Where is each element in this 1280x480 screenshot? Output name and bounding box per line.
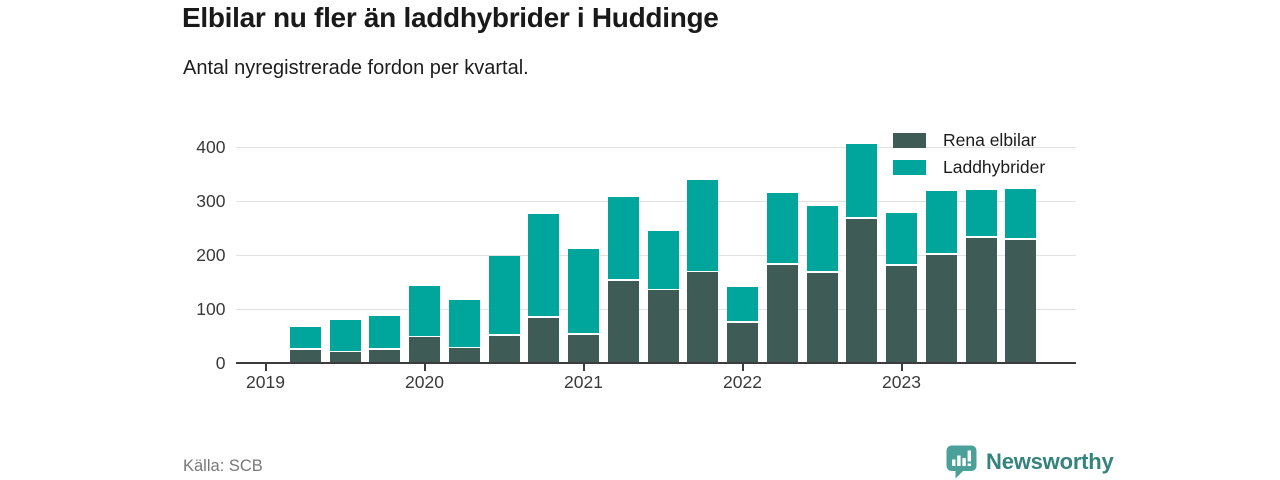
legend-swatch-laddhybrider — [893, 159, 926, 175]
x-axis-label: 2023 — [882, 372, 921, 392]
x-axis-tick — [900, 364, 903, 371]
bar-segment-rena-elbilar — [607, 280, 639, 363]
bar-segment-rena-elbilar — [965, 237, 997, 363]
bar-segment-laddhybrider — [806, 206, 838, 272]
bar-segment-rena-elbilar — [727, 322, 758, 363]
bar-segment-laddhybrider — [568, 248, 599, 334]
bar-segment-laddhybrider — [607, 197, 639, 280]
bar-segment-rena-elbilar — [806, 272, 838, 363]
x-axis-label: 2022 — [723, 372, 762, 392]
y-axis-label: 200 — [196, 245, 226, 265]
bar-segment-rena-elbilar — [925, 255, 957, 363]
bar-segment-rena-elbilar — [687, 272, 719, 363]
x-axis-tick — [423, 364, 426, 371]
bar-segment-rena-elbilar — [409, 337, 440, 363]
legend-item-laddhybrider: Laddhybrider — [893, 156, 1046, 177]
x-axis-label: 2020 — [405, 372, 444, 392]
bar-segment-laddhybrider — [687, 180, 719, 271]
bar-segment-laddhybrider — [528, 213, 560, 317]
bar-segment-rena-elbilar — [488, 336, 520, 363]
legend: Rena elbilar Laddhybrider — [893, 129, 1046, 185]
bar-segment-rena-elbilar — [766, 264, 798, 363]
bar-segment-laddhybrider — [965, 190, 997, 237]
source-note: Källa: SCB — [183, 457, 263, 475]
legend-item-rena-elbilar: Rena elbilar — [893, 129, 1045, 150]
bar-segment-rena-elbilar — [329, 352, 361, 363]
chart-title: Elbilar nu fler än laddhybrider i Huddin… — [182, 2, 719, 33]
bar-segment-rena-elbilar — [369, 349, 401, 363]
gridline-300 — [235, 201, 1076, 202]
bar-segment-laddhybrider — [925, 190, 957, 254]
bar-segment-rena-elbilar — [289, 349, 321, 363]
bar-segment-laddhybrider — [846, 144, 878, 218]
bar-segment-rena-elbilar — [1005, 239, 1037, 363]
bar-segment-rena-elbilar — [568, 334, 599, 363]
bar-segment-laddhybrider — [886, 213, 917, 265]
bar-segment-laddhybrider — [329, 319, 361, 351]
x-axis-label: 2019 — [246, 372, 285, 392]
bar-segment-rena-elbilar — [886, 265, 917, 363]
x-axis-line — [235, 362, 1076, 364]
y-axis-label: 300 — [196, 191, 226, 211]
y-axis-label: 0 — [215, 353, 226, 373]
bar-segment-rena-elbilar — [448, 348, 480, 363]
bar-segment-laddhybrider — [647, 230, 679, 289]
bar-segment-rena-elbilar — [647, 290, 679, 363]
gridline-400 — [235, 147, 1076, 148]
x-axis-label: 2021 — [564, 372, 603, 392]
newsworthy-wordmark: Newsworthy — [986, 449, 1114, 474]
legend-label-rena-elbilar: Rena elbilar — [943, 129, 1037, 150]
bar-segment-laddhybrider — [1005, 188, 1037, 239]
y-axis-label: 400 — [196, 137, 226, 157]
bar-segment-laddhybrider — [369, 316, 401, 348]
bar-segment-laddhybrider — [727, 286, 758, 321]
bar-segment-laddhybrider — [289, 326, 321, 348]
legend-label-laddhybrider: Laddhybrider — [943, 156, 1046, 177]
legend-swatch-rena-elbilar — [893, 132, 926, 148]
bar-segment-rena-elbilar — [846, 218, 878, 363]
x-axis-tick — [582, 364, 585, 371]
bar-segment-laddhybrider — [766, 193, 798, 264]
chart-subtitle: Antal nyregistrerade fordon per kvartal. — [183, 57, 529, 79]
x-axis-tick — [264, 364, 267, 371]
newsworthy-logo[interactable]: Newsworthy — [946, 445, 1114, 479]
y-axis-label: 100 — [196, 299, 226, 319]
bar-segment-laddhybrider — [488, 256, 520, 335]
bar-segment-laddhybrider — [448, 300, 480, 347]
newsworthy-pin-icon — [946, 445, 977, 479]
bar-segment-laddhybrider — [409, 285, 440, 336]
bar-segment-rena-elbilar — [528, 317, 560, 363]
x-axis-tick — [741, 364, 744, 371]
